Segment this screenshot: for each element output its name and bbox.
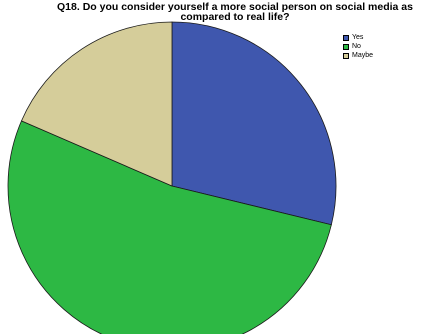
legend-item-maybe: Maybe [343,51,373,60]
chart-title: Q18. Do you consider yourself a more soc… [0,1,425,23]
chart-title-line2: compared to real life? [180,11,290,23]
legend-swatch-no [343,43,349,50]
pie-slice-yes [171,21,337,226]
legend: Yes No Maybe [343,33,373,60]
legend-label-yes: Yes [352,34,364,41]
legend-label-maybe: Maybe [352,52,374,59]
legend-item-no: No [343,42,373,51]
pie-slice-maybe [20,21,173,187]
legend-label-no: No [352,43,361,50]
pie-slice-no [7,120,332,334]
pie-slices [7,21,337,334]
legend-item-yes: Yes [343,33,373,42]
legend-swatch-yes [343,34,349,41]
legend-swatch-maybe [343,52,349,59]
chart-title-line1: Q18. Do you consider yourself a more soc… [57,1,413,13]
